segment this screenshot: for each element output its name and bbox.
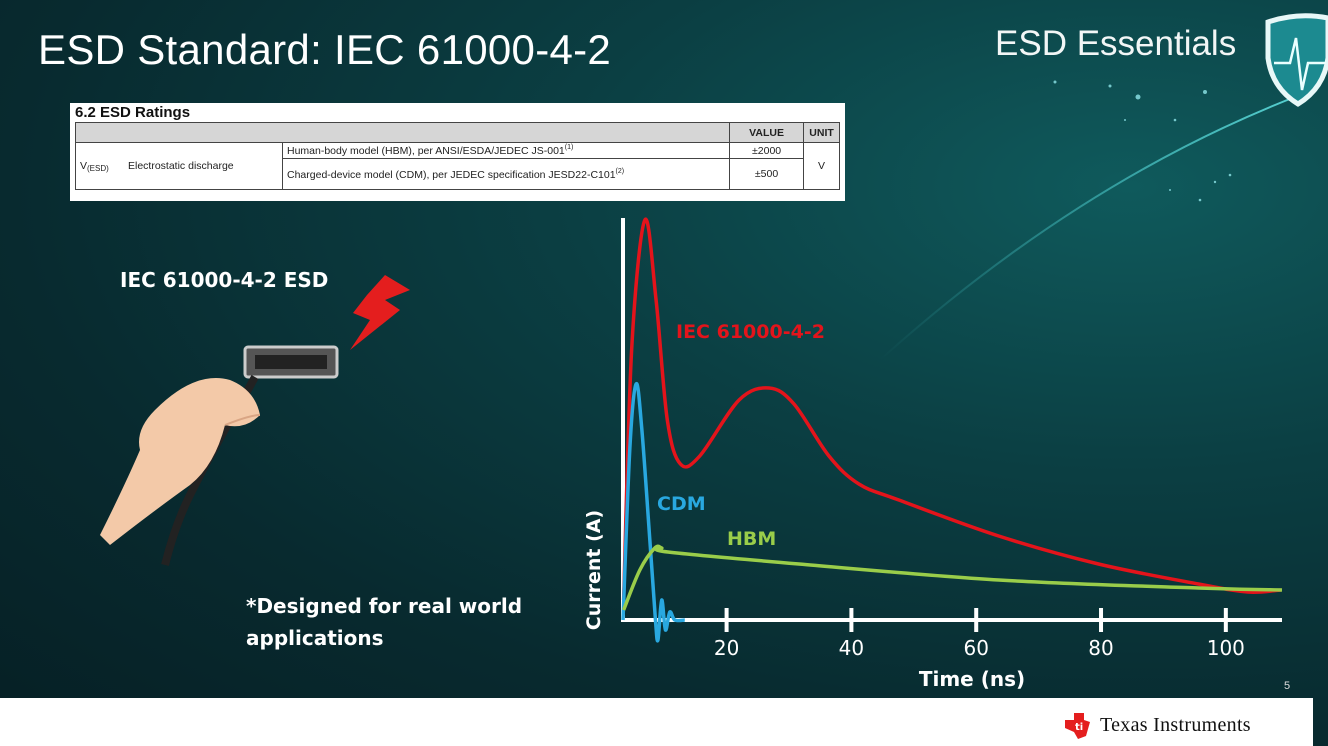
footer-bar bbox=[0, 698, 1313, 746]
condition-cell: Charged-device model (CDM), per JEDEC sp… bbox=[281, 158, 731, 190]
series-label-cdm: CDM bbox=[657, 493, 706, 515]
x-tick-label: 100 bbox=[1207, 636, 1245, 660]
page-number: 5 bbox=[1284, 680, 1291, 692]
symbol-cell: V(ESD) bbox=[75, 142, 124, 190]
series-line-iec-61000-4-2 bbox=[621, 217, 1281, 601]
header-unit: UNIT bbox=[803, 122, 840, 143]
esd-waveform-chart: 20 40 60 80 100 Current (A) Time (ns) IEC 61… bbox=[583, 217, 1283, 691]
series-label-iec: IEC 61000-4-2 bbox=[676, 321, 825, 343]
x-axis-label: Time (ns) bbox=[919, 667, 1025, 691]
parameter-cell: Electrostatic discharge bbox=[124, 142, 283, 190]
slide-title: ESD Standard: IEC 61000-4-2 bbox=[38, 26, 612, 73]
header-value: VALUE bbox=[729, 122, 805, 143]
brand-title: ESD Essentials bbox=[995, 24, 1237, 63]
shield-heartbeat-icon bbox=[1265, 13, 1328, 107]
lightning-bolt-icon bbox=[350, 275, 410, 350]
note-text: *Designed for real world applications bbox=[246, 594, 523, 650]
x-tick-label: 40 bbox=[839, 636, 864, 660]
series-line-hbm bbox=[622, 544, 1283, 611]
value-cell: ±500 bbox=[729, 158, 805, 190]
svg-text:ti: ti bbox=[1075, 722, 1083, 733]
esd-ratings-table: 6.2 ESD Ratings VALUE UNIT V(ESD) Electr… bbox=[70, 103, 845, 201]
unit-cell: V bbox=[803, 142, 840, 190]
x-tick-label: 80 bbox=[1088, 636, 1113, 660]
value-cell: ±2000 bbox=[729, 142, 805, 159]
ti-logo-icon: ti bbox=[1065, 713, 1090, 739]
table-title: 6.2 ESD Ratings bbox=[75, 104, 191, 121]
y-axis-label: Current (A) bbox=[583, 510, 605, 630]
background-streak bbox=[879, 80, 1301, 361]
iec-esd-label: IEC 61000-4-2 ESD bbox=[120, 268, 329, 292]
series-line-cdm bbox=[621, 382, 685, 643]
series-label-hbm: HBM bbox=[727, 528, 776, 550]
ti-logo: ti Texas Instruments bbox=[1062, 710, 1251, 740]
ti-logo-text: Texas Instruments bbox=[1100, 713, 1251, 736]
x-tick-label: 60 bbox=[963, 636, 988, 660]
x-tick-label: 20 bbox=[714, 636, 739, 660]
hand-hdmi-cable-icon bbox=[100, 275, 410, 566]
condition-cell: Human-body model (HBM), per ANSI/ESDA/JE… bbox=[281, 142, 731, 159]
